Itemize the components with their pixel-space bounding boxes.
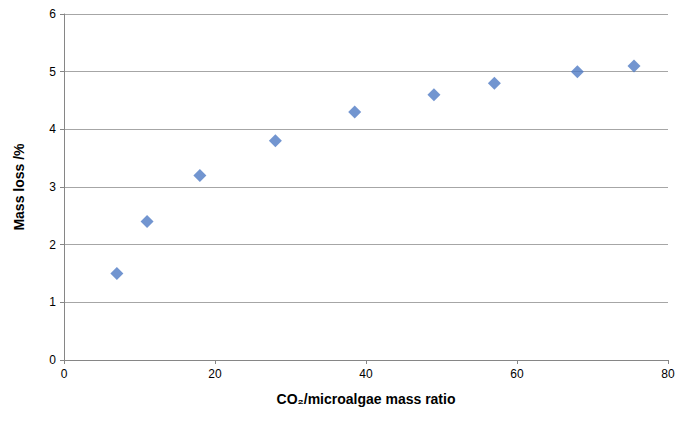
svg-text:40: 40 <box>359 367 373 381</box>
svg-text:20: 20 <box>208 367 222 381</box>
svg-text:1: 1 <box>49 295 56 309</box>
svg-text:80: 80 <box>661 367 675 381</box>
svg-text:3: 3 <box>49 180 56 194</box>
svg-text:2: 2 <box>49 238 56 252</box>
svg-text:4: 4 <box>49 122 56 136</box>
svg-text:5: 5 <box>49 65 56 79</box>
svg-text:Mass loss /%: Mass loss /% <box>11 143 27 231</box>
svg-text:0: 0 <box>49 353 56 367</box>
svg-text:CO₂/microalgae mass ratio: CO₂/microalgae mass ratio <box>277 391 456 407</box>
svg-text:60: 60 <box>510 367 524 381</box>
svg-text:6: 6 <box>49 7 56 21</box>
svg-text:0: 0 <box>61 367 68 381</box>
